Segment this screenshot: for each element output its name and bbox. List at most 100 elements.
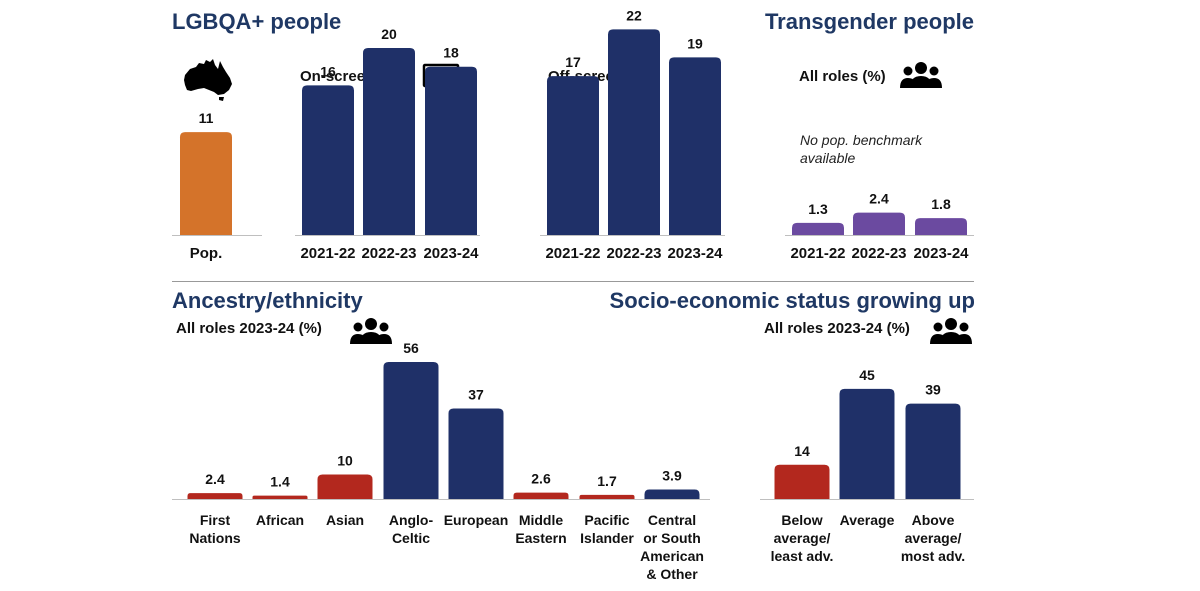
pop-bar: [180, 132, 232, 235]
onscreen-category-line: 2022-23: [361, 245, 416, 262]
ancestry-value-label: 1.7: [597, 473, 617, 489]
ancestry-category-line: European: [444, 512, 509, 528]
onscreen-category-line: 2021-22: [300, 245, 355, 262]
offscreen-bar: [547, 76, 599, 235]
ancestry-category-line: American: [640, 548, 704, 564]
ancestry-bar: [187, 493, 243, 499]
offscreen-category-line: 2023-24: [667, 245, 723, 262]
ses-value-label: 39: [925, 382, 941, 398]
ses-category-line: most adv.: [901, 548, 965, 564]
pop-category-label: Pop.: [190, 245, 223, 262]
trans-category-line: 2022-23: [851, 245, 906, 262]
australia-map-icon: [184, 59, 232, 101]
ancestry-category-label: Middle Eastern: [515, 512, 566, 546]
ses-category-line: average/: [774, 530, 831, 546]
ancestry-category-label: Anglo- Celtic: [389, 512, 434, 546]
people-group-icon: [930, 318, 972, 344]
ses-category-line: average/: [905, 530, 962, 546]
ancestry-category-label: European: [444, 512, 509, 528]
onscreen-category-label: 2023-24: [423, 245, 479, 262]
ses-category-label: Average: [840, 512, 895, 528]
ancestry-category-line: First: [200, 512, 231, 528]
trans-bar: [792, 222, 844, 235]
ancestry-bar: [448, 408, 504, 499]
ancestry-bar: [317, 474, 373, 499]
ancestry-category-line: Celtic: [392, 530, 430, 546]
section-divider: [172, 281, 974, 282]
trans-category-label: 2021-22: [790, 245, 845, 262]
ancestry-category-line: Central: [648, 512, 696, 528]
ancestry-bar: [252, 495, 308, 499]
trans-value-label: 1.3: [808, 201, 828, 217]
ancestry-category-line: Nations: [189, 530, 241, 546]
ses-bar: [905, 403, 961, 499]
pop-value-label: 11: [199, 110, 214, 126]
ancestry-value-label: 1.4: [270, 474, 290, 490]
offscreen-value-label: 17: [565, 54, 581, 70]
offscreen-category-label: 2021-22: [545, 245, 600, 262]
ancestry-roles-subheading: All roles 2023-24 (%): [176, 320, 322, 337]
ancestry-value-label: 2.6: [531, 471, 551, 487]
trans-bar: [915, 218, 967, 235]
onscreen-value-label: 18: [443, 45, 459, 61]
ancestry-category-line: or South: [643, 530, 701, 546]
ancestry-category-line: Anglo-: [389, 512, 434, 528]
ses-bar: [839, 388, 895, 499]
offscreen-value-label: 22: [626, 7, 642, 23]
ancestry-category-line: Islander: [580, 530, 634, 546]
ses-heading: Socio-economic status growing up: [609, 288, 975, 313]
offscreen-category-line: 2022-23: [606, 245, 661, 262]
ancestry-bar: [644, 489, 700, 499]
onscreen-category-line: 2023-24: [423, 245, 479, 262]
ancestry-bar: [513, 492, 569, 499]
ses-category-line: Below: [781, 512, 822, 528]
ses-roles-subheading: All roles 2023-24 (%): [764, 320, 910, 337]
onscreen-bar: [425, 66, 477, 235]
ancestry-value-label: 56: [403, 340, 419, 356]
trans-category-label: 2023-24: [913, 245, 969, 262]
ancestry-value-label: 2.4: [205, 471, 225, 487]
ancestry-value-label: 37: [468, 386, 484, 402]
offscreen-category-label: 2022-23: [606, 245, 661, 262]
offscreen-category-label: 2023-24: [667, 245, 723, 262]
onscreen-value-label: 20: [381, 26, 397, 42]
transgender-heading: Transgender people: [764, 9, 974, 34]
offscreen-bar: [669, 57, 721, 236]
ses-category-line: Above: [912, 512, 955, 528]
lgbqa-heading: LGBQA+ people: [172, 9, 342, 34]
ses-value-label: 45: [859, 367, 875, 383]
trans-value-label: 2.4: [869, 191, 889, 207]
trans-category-line: 2023-24: [913, 245, 969, 262]
ses-category-line: least adv.: [771, 548, 834, 564]
allroles-subheading: All roles (%): [799, 68, 886, 85]
ancestry-category-line: Eastern: [515, 530, 566, 546]
people-group-icon: [900, 62, 942, 88]
offscreen-category-line: 2021-22: [545, 245, 600, 262]
trans-category-line: 2021-22: [790, 245, 845, 262]
ses-value-label: 14: [794, 443, 810, 459]
ancestry-heading: Ancestry/ethnicity: [172, 288, 363, 313]
offscreen-value-label: 19: [687, 35, 703, 51]
ancestry-category-line: African: [256, 512, 304, 528]
onscreen-category-label: 2021-22: [300, 245, 355, 262]
ancestry-category-label: African: [256, 512, 304, 528]
trans-bar: [853, 212, 905, 235]
ancestry-category-label: Central or South American & Other: [640, 512, 704, 582]
ancestry-category-label: Pacific Islander: [580, 512, 634, 546]
ancestry-category-line: & Other: [646, 566, 698, 582]
trans-value-label: 1.8: [931, 196, 951, 212]
onscreen-bar: [363, 48, 415, 235]
ancestry-category-line: Pacific: [584, 512, 629, 528]
ses-category-line: Average: [840, 512, 895, 528]
ses-category-label: Above average/most adv.: [901, 512, 965, 564]
ses-category-label: Below average/least adv.: [771, 512, 834, 564]
onscreen-value-label: 16: [320, 63, 336, 79]
ses-bar: [774, 464, 830, 499]
ancestry-category-line: Middle: [519, 512, 564, 528]
people-group-icon: [350, 318, 392, 344]
no-benchmark-note: No pop. benchmark available: [800, 132, 923, 166]
ancestry-category-label: Asian: [326, 512, 364, 528]
trans-category-label: 2022-23: [851, 245, 906, 262]
ancestry-bar: [579, 494, 635, 499]
